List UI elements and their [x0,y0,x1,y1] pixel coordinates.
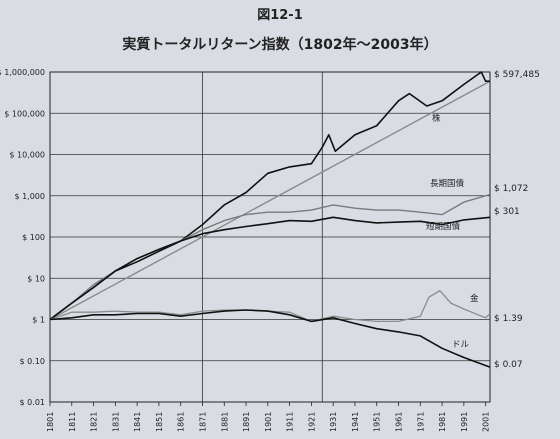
y-tick-label: $ 100 [22,233,45,242]
y-tick-label: $ 100,000 [4,109,45,118]
x-tick-labels: 1801 1811 1821 1831 1841 1851 1861 1871 1881 1891… [46,402,491,432]
short-bill-series-label: 短期国債 [426,221,461,232]
x-tick-label: 1941 [351,412,360,432]
short-bill-end-label: $ 301 [494,207,520,217]
long-bond-series-line [49,193,491,321]
y-tick-label: $ 1 [32,316,45,325]
x-tick-label: 1911 [286,412,295,432]
x-tick-label: 1801 [46,412,55,432]
x-tick-label: 1871 [198,412,207,432]
stock-series-label: 株 [432,113,441,124]
gold-end-label: $ 1.39 [494,314,523,324]
chart-title: 実質トータルリターン指数（1802年～2003年） [122,37,438,53]
x-tick-label: 1971 [416,412,425,432]
dollar-series-label: ドル [452,340,470,350]
x-tick-label: 1931 [329,412,338,432]
stock-end-label: $ 597,485 [494,70,540,80]
x-tick-label: 1951 [373,412,382,432]
series-lines [49,71,491,368]
x-tick-label: 1851 [155,412,164,432]
figure-label: 図12-1 [257,8,303,23]
x-tick-label: 2001 [482,412,491,432]
plot-frame [49,71,491,403]
dollar-end-label: $ 0.07 [494,360,523,370]
x-tick-label: 1961 [395,412,404,432]
stock-trend-line [49,80,491,321]
x-tick-label: 1811 [68,412,77,432]
long-bond-series-label: 長期国債 [430,178,465,189]
long-bond-end-label: $ 1,072 [494,184,528,194]
x-tick-label: 1881 [220,412,229,432]
grid-lines [50,71,490,403]
x-tick-label: 1841 [133,412,142,432]
x-tick-label: 1981 [438,412,447,432]
gold-series-label: 金 [470,293,479,304]
x-tick-label: 1831 [111,412,120,432]
series-labels: 株 $ 597,485 長期国債 $ 1,072 短期国債 $ 301 金 $ 1.39 ドル $… [426,70,540,370]
x-tick-label: 1901 [264,412,273,432]
y-tick-labels: $ 1,000,000 $ 100,000 $ 10,000 $ 1,000 $ 100… [0,68,45,407]
y-tick-label: $ 10,000 [9,151,45,160]
y-tick-label: $ 10 [27,274,45,283]
y-tick-label: $ 0.10 [20,357,45,366]
dollar-series-line [49,309,491,368]
y-tick-label: $ 1,000 [14,192,45,201]
y-tick-label: $ 0.01 [20,398,45,407]
x-tick-label: 1861 [177,412,186,432]
x-tick-label: 1991 [460,412,469,432]
stock-series-line [49,71,490,321]
x-tick-label: 1921 [307,412,316,432]
y-tick-label: $ 1,000,000 [0,68,45,77]
gold-series-line [49,290,491,323]
x-tick-label: 1821 [90,412,99,432]
x-tick-label: 1891 [242,412,251,432]
short-bill-series-line [49,216,491,321]
